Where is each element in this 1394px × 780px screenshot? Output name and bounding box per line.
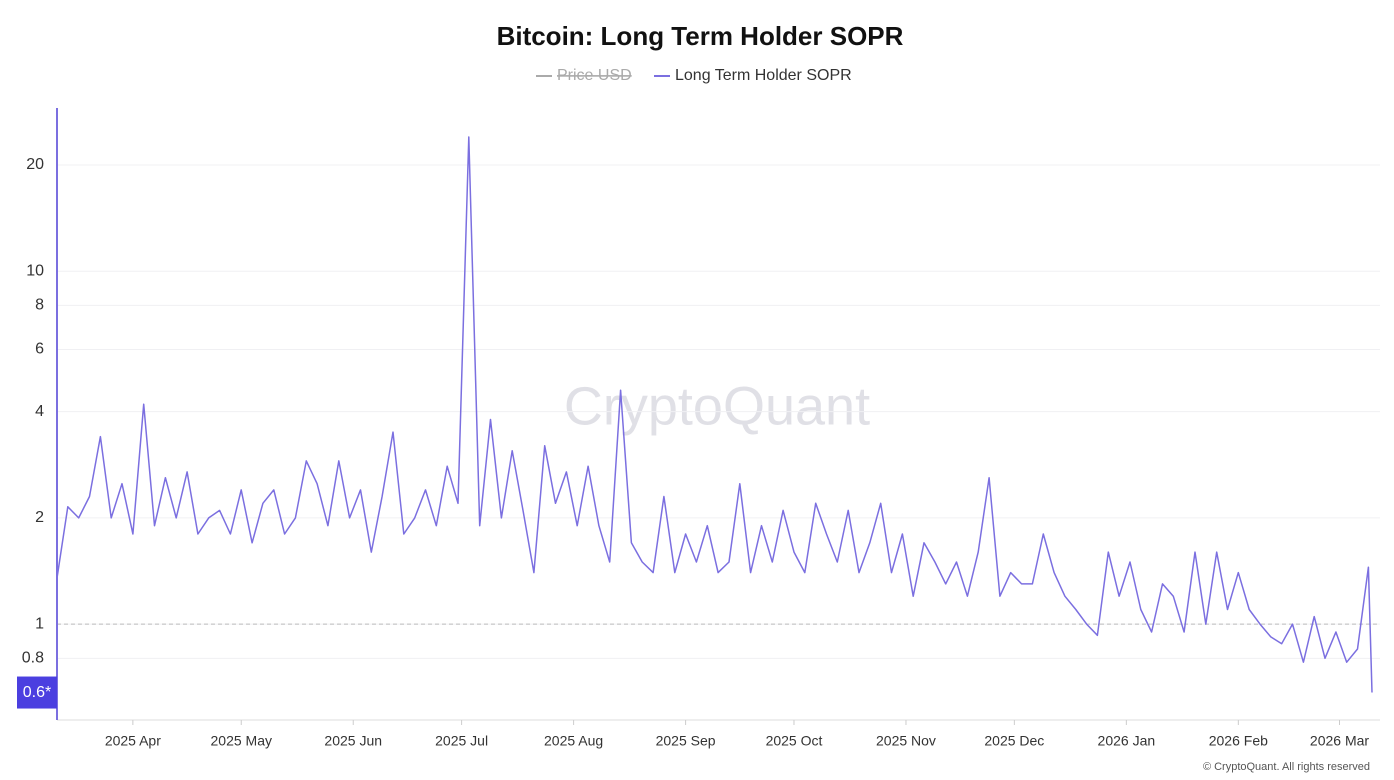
x-tick-label: 2026 Mar	[1310, 733, 1369, 749]
y-tick-label: 8	[35, 297, 44, 314]
credit: © CryptoQuant. All rights reserved	[1203, 761, 1370, 773]
x-tick-label: 2025 Jun	[324, 733, 382, 749]
x-tick-label: 2025 Nov	[876, 733, 936, 749]
current-value-box	[17, 676, 57, 709]
x-tick-label: 2026 Feb	[1209, 733, 1268, 749]
y-tick-label: 0.8	[22, 650, 44, 667]
x-tick-label: 2025 Jul	[435, 733, 488, 749]
y-tick-label: 4	[35, 403, 44, 420]
chart-title: Bitcoin: Long Term Holder SOPR	[497, 21, 904, 51]
y-tick-label: 1	[35, 615, 44, 632]
x-tick-label: 2025 Apr	[105, 733, 161, 749]
y-tick-label: 20	[26, 156, 44, 173]
x-tick-label: 2025 Oct	[766, 733, 823, 749]
x-tick-label: 2025 May	[211, 733, 272, 749]
legend-label: Price USD	[557, 67, 632, 84]
y-tick-label: 6	[35, 341, 44, 358]
x-tick-label: 2025 Dec	[984, 733, 1044, 749]
x-tick-label: 2025 Sep	[656, 733, 716, 749]
watermark: CryptoQuant	[564, 376, 870, 436]
y-tick-label: 10	[26, 262, 44, 279]
y-tick-label: 2	[35, 509, 44, 526]
x-tick-label: 2025 Aug	[544, 733, 603, 749]
series-line	[56, 136, 1373, 693]
current-value-label: 0.6*	[23, 684, 51, 701]
x-tick-label: 2026 Jan	[1098, 733, 1156, 749]
legend-label: Long Term Holder SOPR	[675, 67, 852, 84]
